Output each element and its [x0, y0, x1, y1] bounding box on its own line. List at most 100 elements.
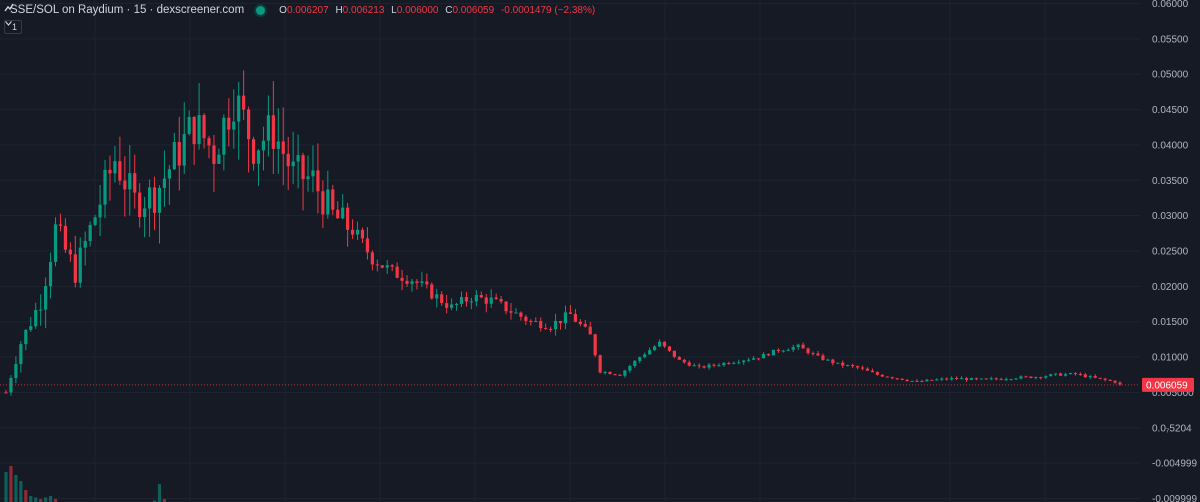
candle-body	[232, 121, 236, 130]
candle-body	[1118, 382, 1122, 385]
high-value: 0.006213	[342, 4, 385, 16]
candle-body	[48, 262, 53, 287]
volume-toggle-label: 1	[12, 22, 18, 32]
candle-body	[1054, 373, 1058, 375]
candle-body	[771, 349, 776, 356]
candle-body	[519, 312, 523, 317]
candle-body	[286, 153, 290, 167]
candle-body	[415, 281, 419, 283]
candle-body	[613, 374, 617, 376]
candle-body	[88, 224, 92, 241]
candle-body	[430, 284, 434, 299]
candle-body	[133, 173, 137, 193]
candle-body	[955, 378, 959, 380]
candle-body	[563, 312, 568, 324]
candle-body	[326, 189, 330, 215]
candle-body	[846, 365, 850, 367]
candle-body	[123, 180, 127, 190]
candle-body	[143, 208, 147, 218]
candle-body	[1014, 378, 1018, 380]
candle-body	[108, 169, 112, 174]
candle-body	[836, 362, 840, 364]
candle-body	[63, 225, 68, 250]
candle-body	[618, 374, 622, 376]
candle-body	[440, 294, 444, 304]
candle-body	[598, 355, 602, 373]
candle-body	[593, 334, 597, 356]
candle-body	[147, 187, 152, 209]
candle-body	[237, 95, 241, 122]
candle-body	[1004, 379, 1008, 381]
candle-body	[242, 95, 246, 110]
candle-body	[261, 140, 266, 151]
candle-body	[202, 115, 206, 139]
volume-bar	[157, 484, 162, 502]
candle-body	[603, 371, 607, 373]
candle-body	[93, 217, 97, 225]
candle-body	[999, 379, 1003, 381]
candle-body	[657, 341, 662, 347]
candle-body	[851, 365, 855, 367]
candle-body	[256, 150, 261, 164]
candle-body	[969, 378, 974, 380]
candle-body	[895, 378, 899, 380]
candle-body	[1108, 379, 1112, 381]
candle-body	[950, 378, 954, 380]
volume-bar	[48, 496, 53, 502]
volume-bar	[19, 481, 23, 502]
candle-body	[350, 229, 355, 235]
candle-body	[781, 350, 785, 352]
candle-body	[717, 365, 721, 367]
candle-body	[752, 358, 756, 360]
symbol-legend: SSE/SOL on Raydium · 15 · dexscreener.co…	[4, 2, 595, 18]
candle-body	[1098, 377, 1102, 379]
candle-body	[410, 281, 414, 284]
candle-body	[53, 224, 58, 263]
candle-body	[83, 240, 87, 248]
candle-body	[9, 378, 13, 393]
candle-body	[638, 357, 642, 361]
open-value: 0.006207	[286, 4, 329, 16]
candle-body	[405, 280, 409, 284]
candle-body	[890, 377, 894, 379]
candle-body	[816, 353, 820, 356]
candle-body	[1049, 374, 1053, 377]
candle-body	[558, 320, 563, 324]
low-value: 0.006000	[396, 4, 439, 16]
candle-body	[549, 328, 553, 330]
candle-body	[984, 378, 988, 380]
candle-body	[355, 229, 360, 235]
candle-body	[989, 378, 993, 380]
y-tick-label: 0.01500	[1152, 317, 1189, 328]
symbol-title[interactable]: SSE/SOL on Raydium · 15 · dexscreener.co…	[10, 4, 245, 16]
candle-body	[128, 173, 132, 190]
y-tick-label: -0.004999	[1152, 459, 1197, 470]
y-tick-label: 0.05500	[1152, 34, 1189, 45]
y-tick-label: 0.03500	[1152, 176, 1189, 187]
close-key: C	[445, 4, 453, 16]
candle-body	[534, 321, 538, 323]
candle-body	[544, 328, 548, 330]
candle-body	[925, 379, 929, 382]
candle-body	[573, 313, 577, 322]
candle-body	[172, 142, 176, 170]
candle-body	[1073, 373, 1078, 375]
candle-body	[365, 238, 370, 253]
volume-bar	[14, 475, 18, 502]
ohlc-readout: O0.006207 H0.006213 L0.006000 C0.006059 …	[275, 5, 595, 16]
candle-body	[811, 353, 815, 355]
candle-body	[841, 362, 845, 366]
candle-body	[860, 367, 865, 369]
candle-body	[870, 370, 875, 373]
candle-body	[34, 309, 38, 327]
y-tick-label: -0.009999	[1152, 494, 1197, 502]
candle-body	[138, 192, 142, 218]
open-key: O	[279, 4, 287, 16]
status-dot-icon	[256, 5, 266, 15]
candle-body	[855, 366, 860, 368]
volume-toggle[interactable]: 1	[4, 20, 23, 34]
y-tick-label: 0.02000	[1152, 282, 1189, 293]
candle-body	[227, 117, 231, 130]
